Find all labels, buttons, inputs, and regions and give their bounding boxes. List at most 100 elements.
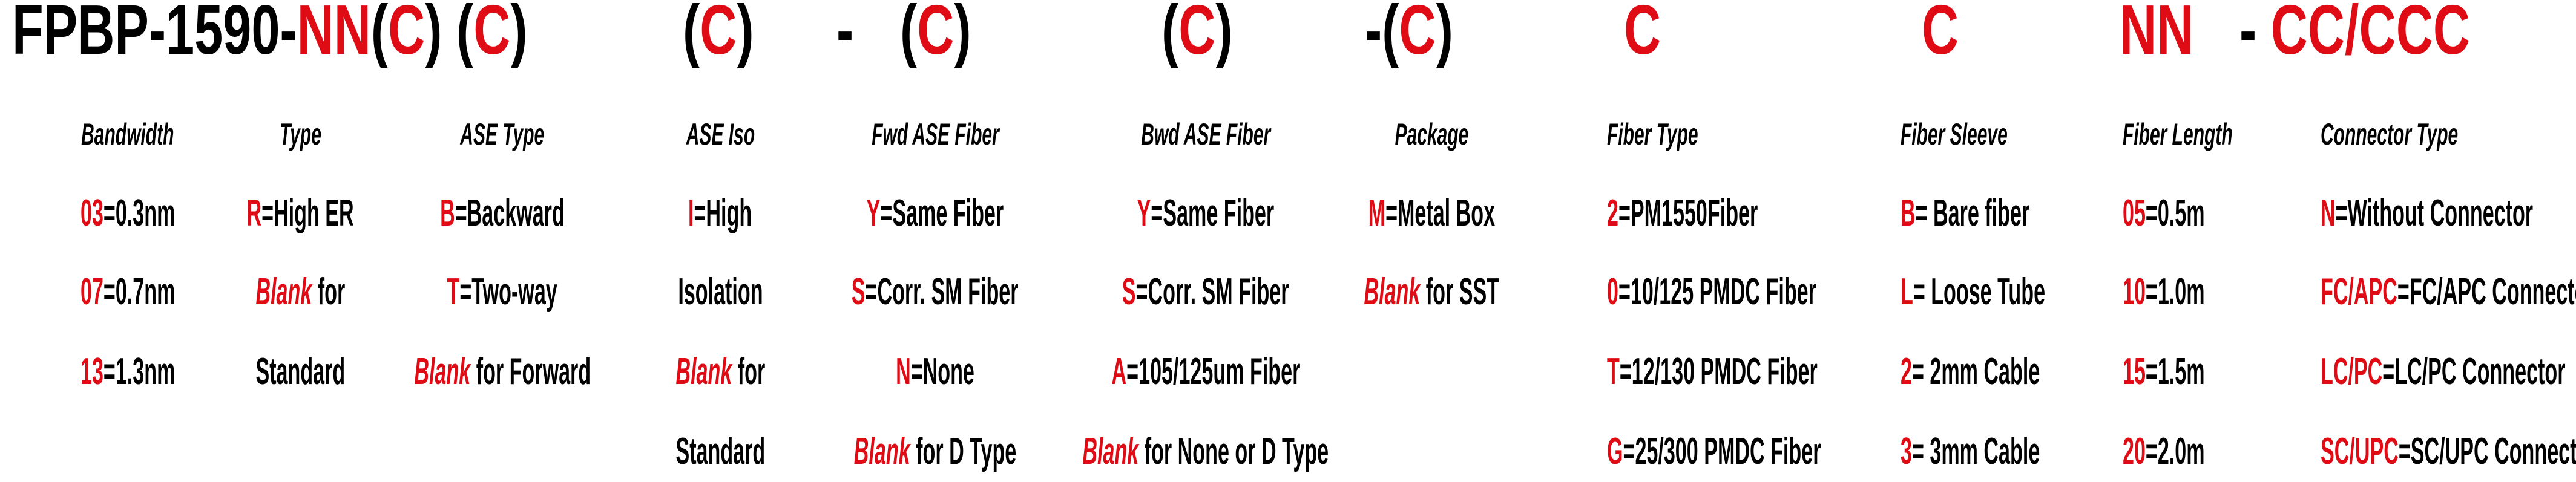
column-ase-type: ASE Type B=Backward T=Two-way Blank for … bbox=[260, 0, 744, 482]
code-description: = 3mm Cable bbox=[1911, 431, 2040, 472]
column-header: Type bbox=[58, 115, 542, 154]
code-value: SC/UPC bbox=[2321, 431, 2399, 472]
code-description: =1.3nm bbox=[103, 351, 176, 392]
code-part: NN bbox=[2120, 0, 2194, 69]
blank-code-value: Blank bbox=[255, 271, 312, 313]
code-value: 03 bbox=[80, 192, 104, 234]
code-description: = 2mm Cable bbox=[1911, 351, 2040, 392]
code-description: =0.7nm bbox=[103, 271, 176, 313]
column-type: Type R=High ER Blank for Standard bbox=[58, 0, 542, 482]
code-value: 3 bbox=[1901, 431, 1912, 472]
code-description: =10/125 PMDC Fiber bbox=[1618, 271, 1816, 313]
code-part: C bbox=[1178, 0, 1216, 69]
code-part: ( bbox=[370, 0, 389, 69]
part-code-segment-fiber-length: NN bbox=[2120, 0, 2193, 69]
code-definition: M=Metal Box bbox=[1189, 194, 1674, 233]
code-definition: N=Without Connector bbox=[2321, 194, 2576, 233]
column-bwd-ase-fiber: Bwd ASE Fiber Y=Same Fiber S=Corr. SM Fi… bbox=[964, 0, 1448, 482]
code-definition: 2= 2mm Cable bbox=[1901, 353, 2203, 391]
code-definition: B=Backward bbox=[260, 194, 744, 233]
code-definition: 07=0.7nm bbox=[0, 273, 370, 311]
code-definition: Blank for D Type bbox=[693, 432, 1177, 471]
code-definition: SC/UPC=SC/UPC Connector bbox=[2321, 432, 2576, 471]
code-definition: Blank for bbox=[58, 273, 542, 311]
code-description: =Without Connector bbox=[2335, 192, 2534, 234]
code-definition: Standard bbox=[478, 432, 962, 471]
column-header: Fwd ASE Fiber bbox=[693, 115, 1177, 154]
code-description: for SST bbox=[1420, 271, 1499, 313]
column-header: Fiber Type bbox=[1607, 115, 2031, 154]
code-definition: 13=1.3nm bbox=[0, 353, 370, 391]
code-part: C bbox=[700, 0, 737, 69]
code-definition: G=25/300 PMDC Fiber bbox=[1607, 432, 2031, 471]
code-definition: 10=1.0m bbox=[2123, 273, 2365, 311]
blank-code-value: Blank bbox=[1364, 271, 1421, 313]
code-definition: R=High ER bbox=[58, 194, 542, 233]
code-description: =0.3nm bbox=[103, 192, 176, 234]
column-header-label: Package bbox=[1395, 117, 1468, 151]
code-description: =Corr. SM Fiber bbox=[1135, 271, 1289, 313]
code-value: Y bbox=[866, 192, 881, 234]
column-header: ASE Iso bbox=[478, 115, 962, 154]
column-header: Package bbox=[1189, 115, 1674, 154]
code-description: =Same Fiber bbox=[880, 192, 1004, 234]
code-definition: 2=PM1550Fiber bbox=[1607, 194, 2031, 233]
code-part: - bbox=[836, 0, 854, 69]
part-code-segment-connector: - CC/CCC bbox=[2239, 0, 2470, 69]
code-value: 2 bbox=[1901, 351, 1912, 392]
code-definition: 03=0.3nm bbox=[0, 194, 370, 233]
code-part: ( bbox=[1162, 0, 1179, 69]
code-value: M bbox=[1368, 192, 1385, 234]
code-description: = Loose Tube bbox=[1913, 271, 2046, 313]
code-value: I bbox=[688, 192, 694, 234]
code-definition: T=Two-way bbox=[260, 273, 744, 311]
code-part: ) ( bbox=[425, 0, 474, 69]
code-definition: Y=Same Fiber bbox=[964, 194, 1448, 233]
code-definition: N=None bbox=[693, 353, 1177, 391]
code-description: for bbox=[731, 351, 765, 392]
part-code-segment-package: -(C) bbox=[1365, 0, 1453, 69]
column-ase-iso: ASE Iso I=High Isolation Blank for Stand… bbox=[478, 0, 962, 482]
code-value: 0 bbox=[1607, 271, 1618, 313]
code-description: for None or D Type bbox=[1138, 431, 1329, 472]
blank-code-value: Blank bbox=[853, 431, 910, 472]
part-code-dash: - bbox=[836, 0, 853, 69]
code-definition: Blank for bbox=[478, 353, 962, 391]
code-description: =105/125um Fiber bbox=[1126, 351, 1300, 392]
column-fwd-ase-fiber: Fwd ASE Fiber Y=Same Fiber S=Corr. SM Fi… bbox=[693, 0, 1177, 482]
code-part: C bbox=[1922, 0, 1959, 69]
part-code-segment-fiber-type: C bbox=[1624, 0, 1661, 69]
column-header-label: ASE Type bbox=[460, 117, 545, 151]
code-part: ) bbox=[954, 0, 971, 69]
code-description: =12/130 PMDC Fiber bbox=[1619, 351, 1818, 392]
column-package: Package M=Metal Box Blank for SST bbox=[1189, 0, 1674, 482]
code-definition: LC/PC=LC/PC Connector bbox=[2321, 353, 2576, 391]
code-description: =High bbox=[694, 192, 752, 234]
column-fiber-type: Fiber Type 2=PM1550Fiber 0=10/125 PMDC F… bbox=[1607, 0, 2031, 482]
code-part-ase-type: C bbox=[473, 0, 511, 69]
code-definition: Isolation bbox=[478, 273, 962, 311]
part-code-segment-ase-iso: (C) bbox=[683, 0, 754, 69]
code-value: B bbox=[1901, 192, 1916, 234]
code-value: LC/PC bbox=[2321, 351, 2383, 392]
code-description: Isolation bbox=[677, 271, 763, 313]
code-part: ) bbox=[737, 0, 754, 69]
code-definition: 3= 3mm Cable bbox=[1901, 432, 2203, 471]
column-header-label: Fiber Length bbox=[2123, 117, 2233, 151]
code-definition: 05=0.5m bbox=[2123, 194, 2365, 233]
code-part: C bbox=[917, 0, 954, 69]
code-value: T bbox=[1607, 351, 1620, 392]
code-value: S bbox=[1122, 271, 1136, 313]
code-description: =FC/APC Connector bbox=[2397, 271, 2576, 313]
code-description: Standard bbox=[255, 351, 345, 392]
part-code-segment-bwd-ase: (C) bbox=[1162, 0, 1233, 69]
code-definition: FC/APC=FC/APC Connector bbox=[2321, 273, 2576, 311]
code-definition: B= Bare fiber bbox=[1901, 194, 2203, 233]
code-definition: I=High bbox=[478, 194, 962, 233]
column-header-label: Bwd ASE Fiber bbox=[1141, 117, 1270, 151]
code-part: ) bbox=[1215, 0, 1233, 69]
code-definition: S=Corr. SM Fiber bbox=[693, 273, 1177, 311]
code-value: A bbox=[1111, 351, 1126, 392]
code-value: 20 bbox=[2123, 431, 2146, 472]
